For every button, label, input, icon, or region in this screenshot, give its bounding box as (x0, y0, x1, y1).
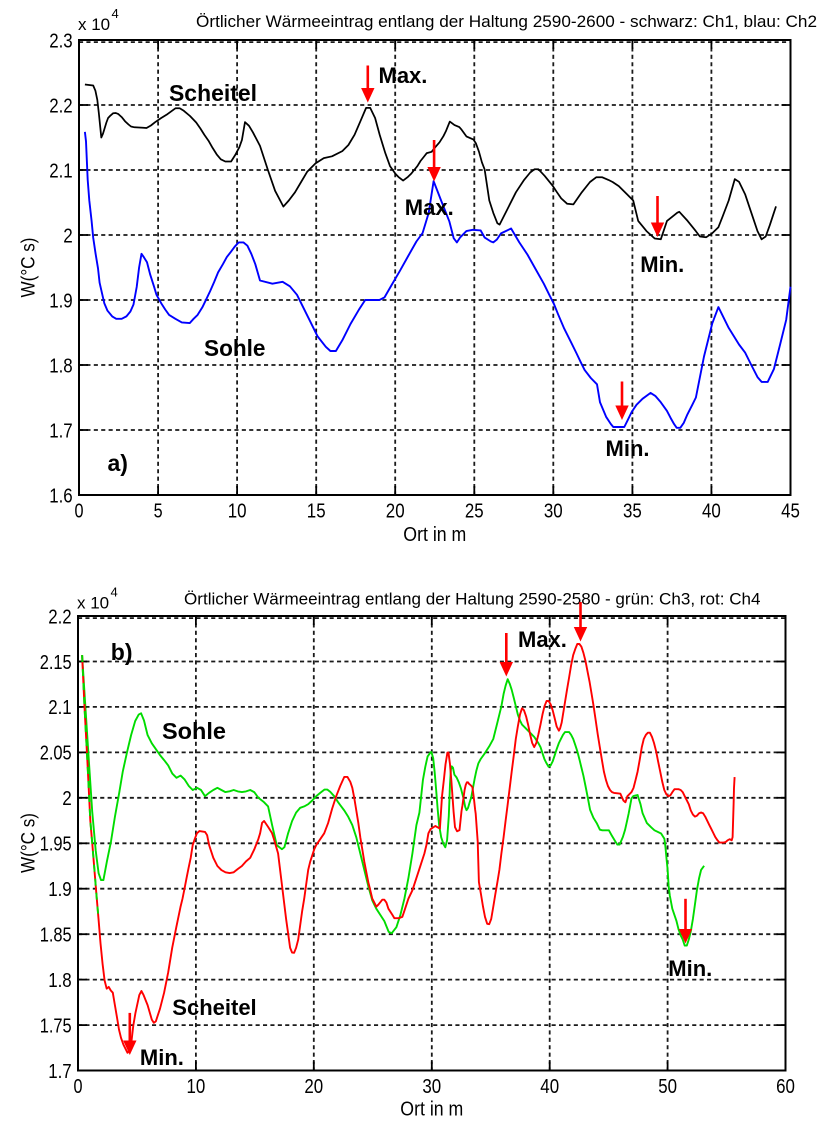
svg-text:x 10: x 10 (77, 594, 109, 613)
svg-text:2: 2 (63, 225, 73, 247)
svg-text:2.3: 2.3 (49, 30, 73, 52)
svg-text:1.95: 1.95 (40, 834, 72, 856)
svg-text:1.7: 1.7 (48, 1061, 72, 1083)
svg-text:Scheitel: Scheitel (172, 995, 256, 1020)
svg-text:40: 40 (540, 1076, 559, 1098)
svg-text:Ort in m: Ort in m (403, 524, 466, 546)
svg-text:W(°C s): W(°C s) (19, 813, 40, 873)
svg-text:Örtlicher Wärmeeintrag entlang: Örtlicher Wärmeeintrag entlang der Haltu… (184, 590, 761, 609)
svg-text:1.7: 1.7 (49, 420, 73, 442)
svg-text:40: 40 (702, 500, 721, 522)
svg-text:Max.: Max. (405, 195, 454, 220)
svg-text:1.75: 1.75 (40, 1015, 72, 1037)
svg-text:1.8: 1.8 (48, 970, 72, 992)
svg-text:4: 4 (112, 6, 119, 21)
svg-text:30: 30 (544, 500, 563, 522)
svg-text:W(°C s): W(°C s) (19, 238, 40, 298)
svg-text:60: 60 (776, 1076, 795, 1098)
svg-text:Min.: Min. (606, 436, 650, 461)
svg-text:Max.: Max. (379, 63, 428, 88)
svg-text:Scheitel: Scheitel (169, 80, 257, 106)
svg-text:1.85: 1.85 (40, 925, 72, 947)
svg-text:45: 45 (781, 500, 800, 522)
svg-text:1.8: 1.8 (49, 355, 73, 377)
svg-text:b): b) (111, 639, 133, 665)
svg-text:35: 35 (623, 500, 642, 522)
svg-text:25: 25 (465, 500, 484, 522)
svg-text:2.1: 2.1 (49, 160, 73, 182)
svg-text:x 10: x 10 (78, 15, 110, 34)
svg-text:2.1: 2.1 (48, 697, 72, 719)
svg-text:1.6: 1.6 (49, 485, 73, 507)
svg-text:4: 4 (111, 585, 118, 600)
svg-text:2.05: 2.05 (40, 743, 72, 765)
svg-text:20: 20 (304, 1076, 323, 1098)
svg-text:20: 20 (386, 500, 405, 522)
svg-text:10: 10 (187, 1076, 206, 1098)
svg-text:Min.: Min. (140, 1045, 184, 1070)
svg-text:2: 2 (62, 788, 72, 810)
svg-text:1.9: 1.9 (48, 879, 72, 901)
svg-text:2.2: 2.2 (49, 95, 73, 117)
svg-text:50: 50 (658, 1076, 677, 1098)
svg-text:Sohle: Sohle (162, 718, 226, 744)
svg-text:Max.: Max. (518, 627, 567, 652)
svg-text:30: 30 (422, 1076, 441, 1098)
svg-text:0: 0 (75, 500, 84, 522)
svg-text:2.15: 2.15 (40, 652, 72, 674)
svg-text:Örtlicher Wärmeeintrag entlang: Örtlicher Wärmeeintrag entlang der Haltu… (196, 12, 817, 31)
svg-text:Min.: Min. (668, 956, 712, 981)
svg-text:a): a) (108, 450, 128, 476)
svg-text:5: 5 (154, 500, 163, 522)
svg-text:10: 10 (228, 500, 247, 522)
svg-text:Ort in m: Ort in m (400, 1099, 463, 1120)
svg-text:15: 15 (307, 500, 326, 522)
svg-text:Min.: Min. (640, 252, 684, 277)
svg-text:Sohle: Sohle (204, 335, 266, 361)
svg-text:0: 0 (74, 1076, 83, 1098)
svg-text:1.9: 1.9 (49, 290, 73, 312)
svg-text:2.2: 2.2 (48, 606, 72, 628)
